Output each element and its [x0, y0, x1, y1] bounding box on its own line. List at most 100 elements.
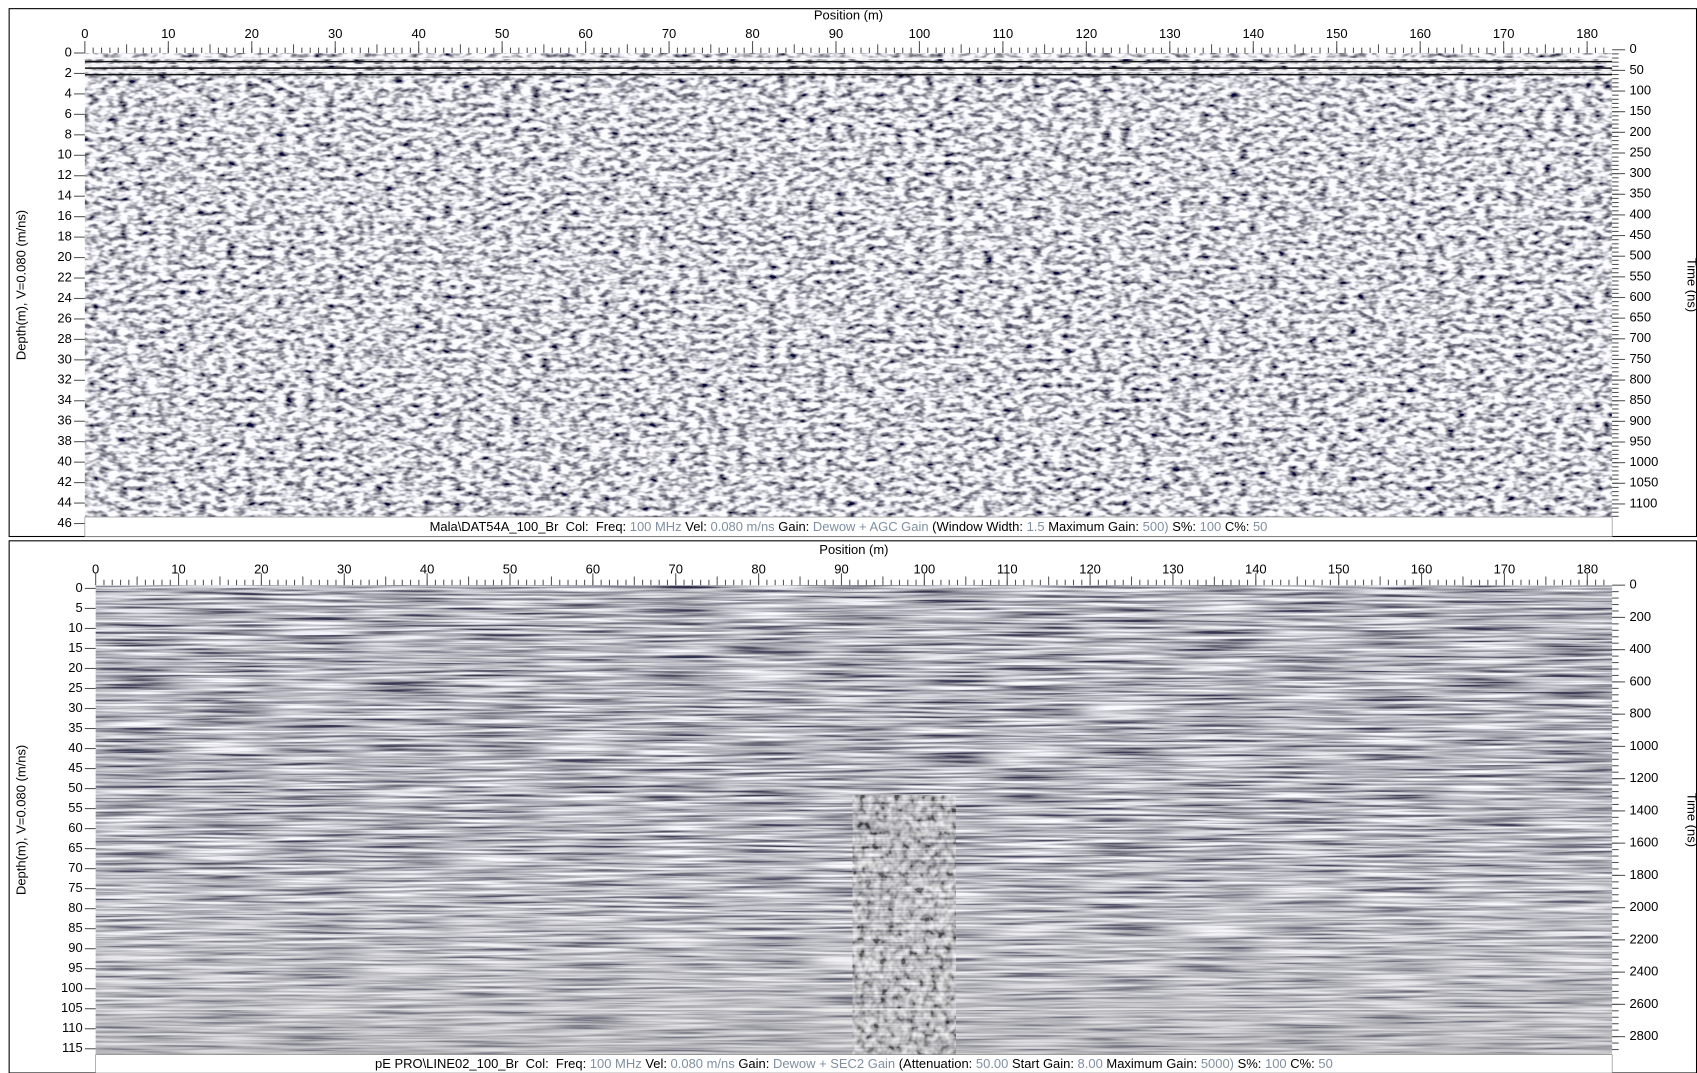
- y-axis-title: Depth(m), V=0.080 (m/ns): [14, 210, 29, 360]
- y-tick-label: 25: [68, 680, 82, 695]
- y2-tick-label: 700: [1629, 330, 1651, 345]
- y-tick-label: 18: [57, 229, 71, 244]
- x-axis-title: Position (m): [819, 542, 888, 557]
- y-tick-label: 65: [68, 840, 82, 855]
- footer-segment: Vel:: [642, 1056, 671, 1071]
- x-tick-label: 20: [245, 26, 259, 41]
- y2-tick-label: 1000: [1629, 738, 1658, 753]
- y2-tick-label: 1100: [1629, 495, 1657, 510]
- radargram-image: [96, 585, 1612, 1054]
- y2-tick-label: 1200: [1629, 770, 1658, 785]
- y-tick-label: 42: [57, 474, 71, 489]
- y2-tick-label: 400: [1629, 206, 1651, 221]
- footer-segment: Gain:: [735, 1056, 773, 1071]
- x-tick-label: 180: [1576, 26, 1598, 41]
- y-tick-label: 80: [68, 900, 82, 915]
- y-tick-label: 0: [65, 44, 72, 59]
- y-tick-label: 70: [68, 860, 82, 875]
- footer-segment: Vel:: [682, 519, 711, 534]
- footer-segment: (Window Width:: [929, 519, 1027, 534]
- y-tick-label: 100: [61, 980, 83, 995]
- y-tick-label: 30: [68, 700, 82, 715]
- y-tick-label: 34: [57, 392, 71, 407]
- y-tick-label: 10: [57, 147, 71, 162]
- y2-tick-label: 850: [1629, 392, 1651, 407]
- y2-tick-label: 250: [1629, 144, 1651, 159]
- y2-tick-label: 2200: [1629, 931, 1658, 946]
- y-tick-label: 105: [61, 1000, 83, 1015]
- x-tick-label: 60: [578, 26, 592, 41]
- y-tick-label: 8: [65, 126, 72, 141]
- y2-tick-label: 1800: [1629, 867, 1658, 882]
- footer-segment: C%:: [1287, 1056, 1319, 1071]
- y2-tick-label: 2400: [1629, 964, 1658, 979]
- footer-segment: Maximum Gain:: [1103, 1056, 1201, 1071]
- radargram-image: [85, 53, 1612, 517]
- y2-tick-label: 2600: [1629, 996, 1658, 1011]
- x-tick-label: 0: [81, 26, 88, 41]
- footer-segment: Start Gain:: [1008, 1056, 1077, 1071]
- y2-tick-label: 650: [1629, 310, 1651, 325]
- y-tick-label: 30: [57, 351, 71, 366]
- x-axis-title: Position (m): [814, 8, 883, 23]
- footer-segment: 100: [1265, 1056, 1287, 1071]
- x-tick-label: 130: [1159, 26, 1181, 41]
- y2-axis-title: Time (ns): [1685, 793, 1697, 847]
- x-tick-label: 10: [161, 26, 175, 41]
- y-tick-label: 32: [57, 372, 71, 387]
- y-tick-label: 6: [65, 106, 72, 121]
- footer-segment: Maximum Gain:: [1045, 519, 1143, 534]
- y2-tick-label: 450: [1629, 227, 1651, 242]
- x-tick-label: 90: [829, 26, 843, 41]
- x-tick-label: 110: [993, 26, 1014, 41]
- footer-segment: 500): [1143, 519, 1169, 534]
- y2-tick-label: 800: [1629, 372, 1651, 387]
- y-tick-label: 14: [57, 188, 71, 203]
- footer-segment: 50: [1253, 519, 1267, 534]
- footer-segment: 50: [1318, 1056, 1332, 1071]
- y-tick-label: 110: [62, 1020, 83, 1035]
- y2-tick-label: 550: [1629, 268, 1651, 283]
- y-tick-label: 45: [68, 760, 82, 775]
- footer-segment: 5000): [1201, 1056, 1234, 1071]
- y2-tick-label: 600: [1629, 289, 1651, 304]
- y2-tick-label: 1000: [1629, 454, 1658, 469]
- y2-tick-label: 500: [1629, 248, 1651, 263]
- x-tick-label: 160: [1409, 26, 1431, 41]
- footer-text: Mala\DAT54A_100_Br Col: Freq: 100 MHz Ve…: [430, 519, 1268, 534]
- footer-segment: 8.00: [1078, 1056, 1103, 1071]
- y-tick-label: 2: [65, 65, 72, 80]
- y-tick-label: 75: [68, 880, 82, 895]
- y-tick-label: 26: [57, 310, 71, 325]
- x-tick-label: 150: [1326, 26, 1348, 41]
- y-tick-label: 38: [57, 433, 71, 448]
- y-tick-label: 15: [68, 640, 82, 655]
- y-tick-label: 36: [57, 413, 71, 428]
- y2-tick-label: 800: [1629, 706, 1651, 721]
- y-tick-label: 44: [57, 494, 71, 509]
- x-tick-label: 50: [495, 26, 509, 41]
- footer-segment: S%:: [1234, 1056, 1265, 1071]
- footer-segment: C%:: [1221, 519, 1253, 534]
- y-tick-label: 55: [68, 800, 82, 815]
- footer-segment: pE PRO\LINE02_100_Br Col: Freq:: [375, 1056, 590, 1071]
- footer-segment: 100: [1200, 519, 1222, 534]
- y-tick-label: 90: [68, 940, 82, 955]
- y2-tick-label: 150: [1629, 103, 1651, 118]
- x-tick-label: 100: [909, 26, 931, 41]
- y-tick-label: 40: [57, 454, 71, 469]
- y2-tick-label: 2800: [1629, 1028, 1658, 1043]
- y2-tick-label: 50: [1629, 62, 1643, 77]
- y-tick-label: 35: [68, 720, 82, 735]
- y2-tick-label: 600: [1629, 673, 1651, 688]
- y2-tick-label: 1400: [1629, 802, 1658, 817]
- y-tick-label: 40: [68, 740, 82, 755]
- footer-text: pE PRO\LINE02_100_Br Col: Freq: 100 MHz …: [375, 1056, 1333, 1071]
- footer-segment: (Attenuation:: [895, 1056, 976, 1071]
- radargram-figure: Position (m)0102030405060708090100110120…: [0, 0, 1697, 1073]
- footer-segment: 100 MHz: [630, 519, 682, 534]
- y2-tick-label: 2000: [1629, 899, 1658, 914]
- radar-texture: [85, 53, 1612, 517]
- y-tick-label: 20: [57, 249, 71, 264]
